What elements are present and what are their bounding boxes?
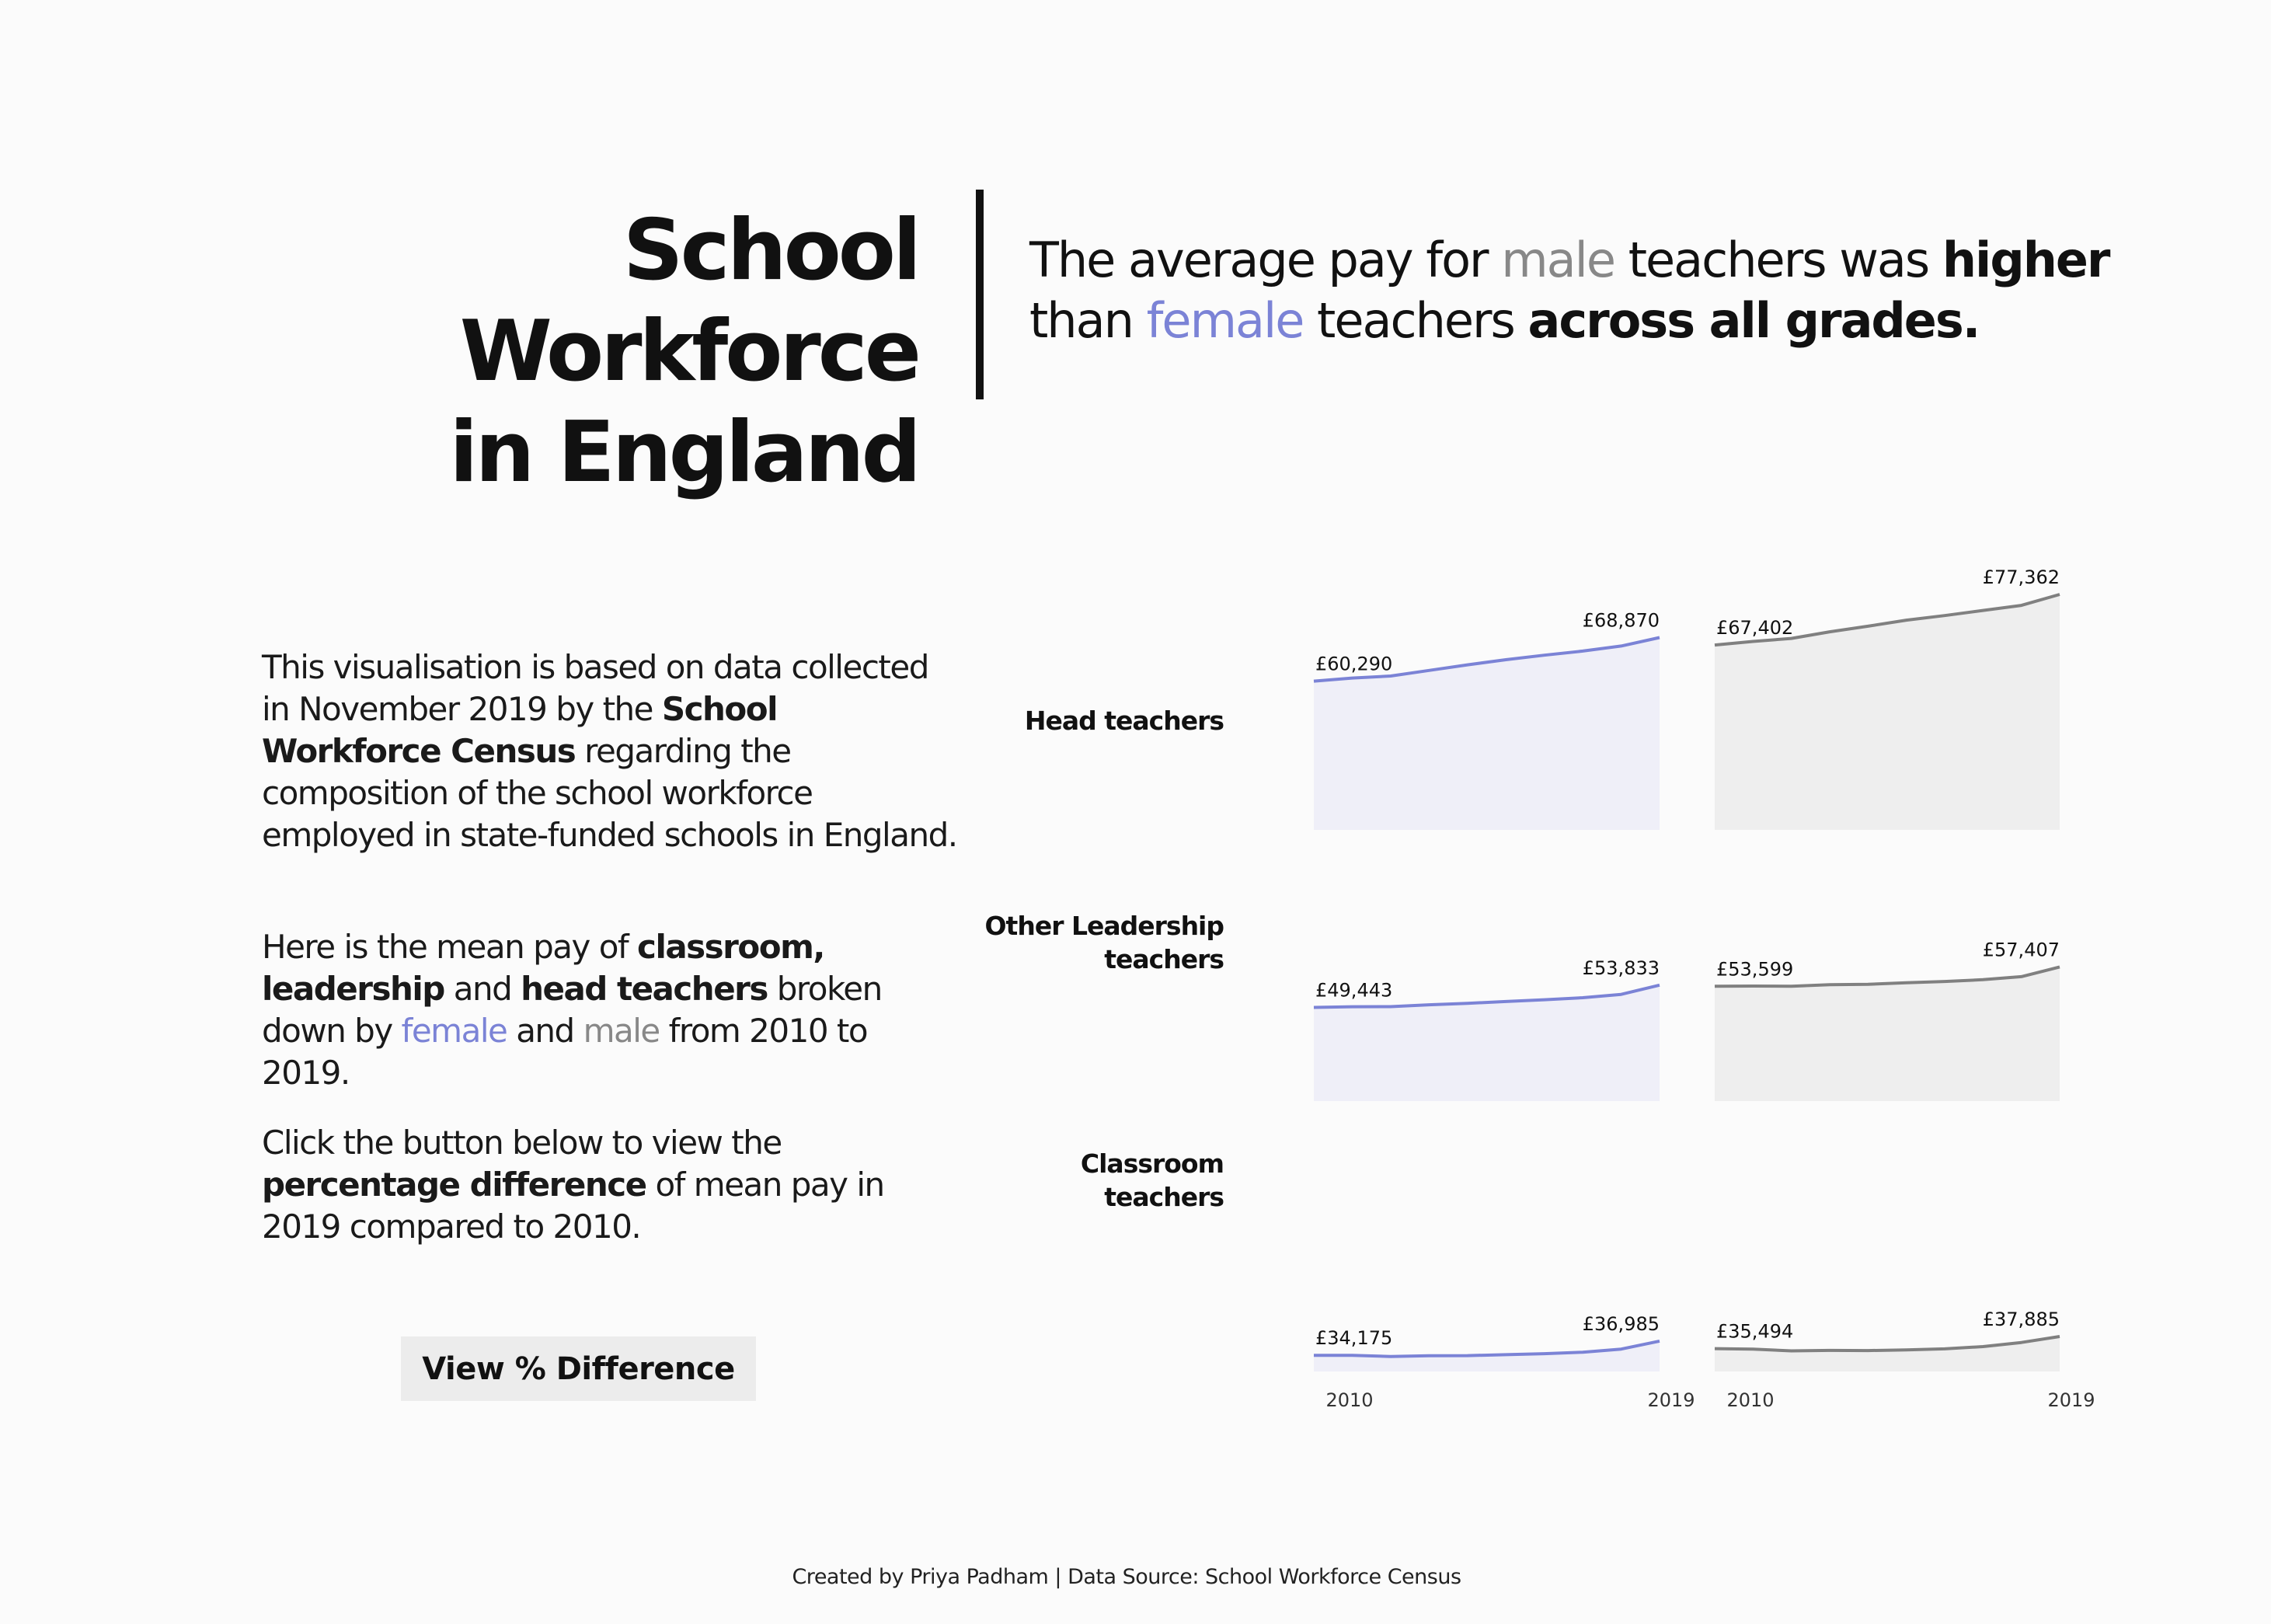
subtitle-across: across all grades. xyxy=(1527,292,1981,349)
data-label-start: £67,402 xyxy=(1716,617,1793,639)
data-label-end: £37,885 xyxy=(1983,1309,2060,1330)
x-tick-label: 2010 xyxy=(1726,1389,1774,1411)
text: and xyxy=(507,1012,583,1050)
data-label-start: £60,290 xyxy=(1315,653,1392,675)
area-male xyxy=(1715,594,2060,830)
subtitle-text: than xyxy=(1029,292,1147,349)
text-female: female xyxy=(401,1012,508,1050)
text-bold: head teachers xyxy=(521,970,768,1008)
data-label-start: £35,494 xyxy=(1716,1321,1793,1343)
x-tick-label: 2019 xyxy=(2047,1389,2095,1411)
row-label-line: Head teachers xyxy=(1024,706,1224,736)
area-female xyxy=(1314,985,1660,1101)
data-label-start: £49,443 xyxy=(1315,979,1392,1001)
text-bold: classroom, xyxy=(637,928,825,966)
data-label-start: £34,175 xyxy=(1315,1327,1392,1349)
area-male xyxy=(1715,1336,2060,1371)
area-female xyxy=(1314,637,1660,830)
subtitle-text: teachers xyxy=(1303,292,1528,349)
data-label-start: £53,599 xyxy=(1716,958,1793,980)
intro-paragraph-3: Click the button below to view the perce… xyxy=(262,1122,961,1248)
row-label-line: Other Leadership xyxy=(984,911,1225,941)
row-label-classroom: Classroom teachers xyxy=(913,1147,1224,1214)
subtitle: The average pay for male teachers was hi… xyxy=(1029,230,2117,351)
data-label-end: £77,362 xyxy=(1983,566,2060,588)
title-line-1: School Workforce xyxy=(459,202,921,400)
x-tick-label: 2019 xyxy=(1647,1389,1695,1411)
line-male xyxy=(1714,965,2060,988)
text: of mean pay in 2019 compared to 2010. xyxy=(262,1166,885,1246)
area-male xyxy=(1715,967,2060,1101)
text-male: male xyxy=(583,1012,661,1050)
text: Click the button below to view the xyxy=(262,1124,782,1162)
text-bold: leadership xyxy=(262,970,445,1008)
intro-paragraph-1: This visualisation is based on data coll… xyxy=(262,646,961,856)
line-female xyxy=(1313,1339,1660,1358)
subtitle-higher: higher xyxy=(1942,232,2111,288)
subtitle-text: The average pay for xyxy=(1029,232,1502,288)
text: Here is the mean pay of xyxy=(262,928,638,966)
text-bold: percentage difference xyxy=(262,1166,647,1204)
subtitle-text: teachers was xyxy=(1614,232,1942,288)
footer-credit: Created by Priya Padham | Data Source: S… xyxy=(792,1565,1461,1589)
text-bold: School Workforce Census xyxy=(262,690,778,770)
text: from 2010 to 2019. xyxy=(262,1012,869,1092)
title-line-2: in England xyxy=(449,404,921,501)
line-female xyxy=(1313,636,1660,683)
data-label-end: £68,870 xyxy=(1583,609,1660,631)
text: This visualisation is based on data coll… xyxy=(262,648,929,728)
page-title: School Workforce in England xyxy=(233,200,921,504)
line-male xyxy=(1714,1335,2060,1353)
data-label-end: £36,985 xyxy=(1583,1313,1660,1335)
subtitle-male: male xyxy=(1501,232,1616,288)
row-label-line: Classroom xyxy=(1080,1148,1224,1179)
text: broken down by xyxy=(262,970,883,1050)
line-male xyxy=(1714,593,2060,647)
row-label-other-leadership: Other Leadership teachers xyxy=(913,909,1225,976)
data-label-end: £53,833 xyxy=(1583,957,1660,979)
view-percent-difference-button[interactable]: View % Difference xyxy=(401,1336,756,1401)
title-divider xyxy=(976,190,984,399)
row-label-line: teachers xyxy=(1104,944,1224,974)
line-female xyxy=(1313,983,1660,1009)
data-label-end: £57,407 xyxy=(1983,939,2060,960)
text: and xyxy=(444,970,521,1008)
x-tick-label: 2010 xyxy=(1325,1389,1373,1411)
subtitle-female: female xyxy=(1146,292,1305,349)
row-label-line: teachers xyxy=(1104,1182,1224,1212)
text: regarding the composition of the school … xyxy=(262,732,958,854)
row-label-head-teachers: Head teachers xyxy=(913,704,1224,737)
intro-paragraph-2: Here is the mean pay of classroom, leade… xyxy=(262,926,961,1094)
